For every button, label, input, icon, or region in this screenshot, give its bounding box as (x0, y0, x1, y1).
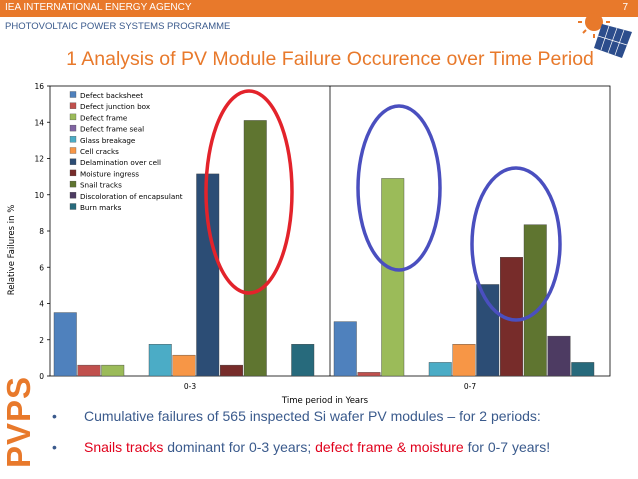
bar-glass-breakage (428, 362, 452, 377)
legend-label: Discoloration of encapsulant (80, 192, 183, 201)
y-tick-label: 2 (39, 336, 44, 345)
highlight-defect-frame-moisture: defect frame & moisture (315, 439, 464, 455)
pvps-logo-icon (578, 6, 632, 58)
legend-swatch (69, 91, 77, 98)
y-tick-label: 12 (34, 155, 44, 164)
legend-swatch (69, 124, 77, 132)
legend-swatch (69, 102, 77, 109)
legend-swatch (69, 192, 77, 199)
bar-cell-cracks (172, 354, 196, 377)
bar-cell-cracks (452, 344, 476, 377)
legend-label: Glass breakage (80, 136, 136, 145)
bar-burn-marks (291, 344, 315, 377)
bar-delamination-over-cell (476, 284, 500, 377)
bullet-text: Cumulative failures of 565 inspected Si … (84, 408, 541, 424)
bar-moisture-ingress (220, 364, 243, 377)
bullet-dot: • (52, 408, 57, 424)
y-axis-label: Relative Failures in % (7, 205, 17, 296)
bar-snail-tracks (523, 224, 547, 377)
programme-name: PHOTOVOLTAIC POWER SYSTEMS PROGRAMME (5, 21, 231, 32)
legend-swatch (69, 158, 77, 165)
page-title: 1 Analysis of PV Module Failure Occurenc… (66, 48, 594, 70)
bar-defect-frame (381, 178, 405, 377)
bar-defect-backsheet (333, 321, 357, 377)
highlight-circle-blue (356, 104, 442, 272)
bar-burn-marks (571, 362, 595, 377)
legend-label: Defect frame (80, 113, 128, 122)
bar-defect-backsheet (53, 312, 77, 377)
legend-swatch (69, 169, 77, 177)
highlight-circle-blue (470, 166, 562, 322)
legend-swatch (69, 136, 77, 143)
legend-swatch (69, 113, 77, 121)
highlight-circle-red (204, 89, 294, 295)
highlight-snail-tracks: Snails tracks (84, 439, 164, 455)
y-tick-label: 6 (39, 263, 44, 272)
bar-defect-frame (101, 364, 125, 377)
failure-bar-chart: 0 2 4 6 8 10 12 14 16 0-3 0-7 Defect backsheet Def… (7, 82, 611, 406)
legend-label: Defect junction box (80, 102, 151, 111)
bar-defect-junction-box (77, 364, 101, 377)
y-tick-label: 14 (34, 118, 44, 127)
bar-discoloration-of-encapsulant (547, 335, 571, 377)
legend-label: Delamination over cell (80, 158, 161, 167)
legend-label: Cell cracks (80, 147, 119, 156)
legend-label: Burn marks (80, 203, 122, 212)
y-tick-label: 16 (34, 82, 44, 91)
organization-name: IEA INTERNATIONAL ENERGY AGENCY (5, 2, 192, 13)
bar-glass-breakage (148, 344, 172, 377)
y-tick-label: 0 (39, 372, 44, 381)
legend-swatch (69, 147, 77, 154)
bar-snail-tracks (243, 120, 267, 377)
header-bar: IEA INTERNATIONAL ENERGY AGENCY 7 (0, 0, 638, 17)
category-label: 0-7 (464, 382, 476, 391)
legend-label: Snail tracks (80, 181, 122, 190)
pvps-side-label: PVPS (0, 375, 37, 468)
legend-label: Defect frame seal (80, 125, 144, 134)
legend-label: Moisture ingress (80, 169, 139, 178)
bullet-dot: • (52, 439, 57, 455)
legend-label: Defect backsheet (80, 91, 143, 100)
page-number: 7 (622, 2, 628, 13)
y-tick-label: 8 (39, 227, 44, 236)
legend-swatch (69, 203, 77, 210)
legend-swatch (69, 180, 77, 188)
y-tick-label: 4 (39, 300, 44, 309)
x-axis-label: Time period in Years (281, 396, 369, 406)
y-tick-label: 10 (34, 191, 44, 200)
bullet-text: Snails tracks dominant for 0-3 years; de… (84, 439, 551, 455)
category-label: 0-3 (184, 382, 196, 391)
bar-defect-junction-box (357, 372, 381, 377)
